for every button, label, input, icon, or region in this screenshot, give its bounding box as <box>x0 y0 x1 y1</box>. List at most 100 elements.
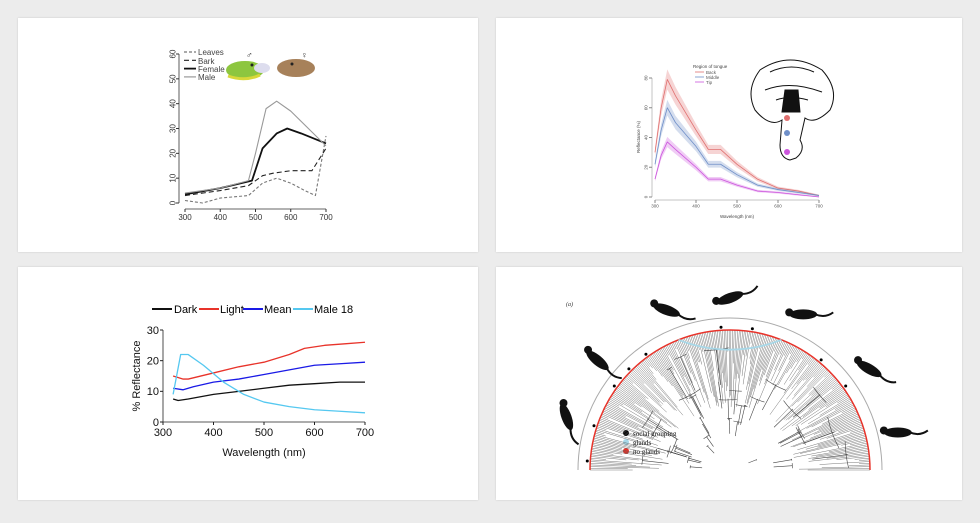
x-tick-label: 400 <box>204 427 222 439</box>
tree-branch <box>592 442 623 449</box>
x-tick-label: 400 <box>692 204 700 209</box>
legend-label-leaves: Leaves <box>198 48 224 57</box>
no-glands-ring <box>589 329 871 471</box>
legend-label-middle: Middle <box>706 75 720 80</box>
tree-branch <box>598 421 635 436</box>
tree-branch <box>593 439 631 449</box>
tree-branch <box>699 417 710 434</box>
tree-branch <box>821 466 870 468</box>
tree-branch <box>687 336 711 409</box>
tree-branch <box>631 370 645 384</box>
legend-label-bark: Bark <box>198 57 215 66</box>
tree-branch <box>800 394 848 425</box>
y-tick-label: 80 <box>643 75 648 81</box>
social-grouping-marker <box>612 384 616 388</box>
tree-branch <box>616 387 672 428</box>
y-axis-label: % Reflectance <box>131 341 143 412</box>
tree-branch <box>590 459 662 466</box>
lizard-silhouette-icon <box>879 426 929 438</box>
tree-branch <box>734 421 738 437</box>
tree-branch <box>606 404 653 430</box>
tree-branch <box>737 405 742 425</box>
y-tick-label: 0 <box>643 195 648 198</box>
y-tick-label: 40 <box>643 135 648 141</box>
tree-branch <box>843 451 869 455</box>
tree-branch <box>783 355 811 394</box>
tree-branch <box>620 381 679 429</box>
tree-branch <box>634 367 675 411</box>
x-tick-label: 400 <box>214 213 228 222</box>
tree-branch <box>595 429 662 450</box>
x-tick-label: 600 <box>305 427 323 439</box>
tree-branch <box>793 436 866 455</box>
tree-branch <box>792 409 857 441</box>
tree-branch <box>805 362 821 380</box>
tree-branch <box>761 384 777 411</box>
tree-branch <box>600 416 661 442</box>
tree-branch <box>612 394 664 428</box>
tree-branch <box>791 388 845 427</box>
tree-branch <box>797 429 865 451</box>
tree-branch <box>859 459 870 461</box>
tree-branch <box>625 376 634 384</box>
legend-label-mean: Mean <box>264 304 292 316</box>
tree-branch <box>790 345 795 355</box>
tree-branch <box>783 374 833 420</box>
tree-branch <box>774 347 798 390</box>
tree-branch <box>788 346 797 360</box>
tree-branch <box>750 331 754 344</box>
series-line-light <box>172 341 366 380</box>
tree-branch <box>636 365 677 412</box>
y-tick-label: 60 <box>643 105 648 111</box>
tree-branch <box>742 331 752 385</box>
tree-branch <box>778 344 792 371</box>
tree-branch <box>783 343 791 356</box>
tree-branch <box>825 392 848 408</box>
tree-branch <box>663 346 669 356</box>
tree-branch <box>632 369 665 403</box>
tree-branch <box>695 334 700 350</box>
tree-branch <box>613 391 655 420</box>
tree-branch <box>615 388 642 408</box>
tree-branch <box>745 333 762 404</box>
series-line-mean <box>173 361 366 391</box>
x-tick-label: 700 <box>319 213 333 222</box>
legend-label-no-glands: no glands <box>633 448 660 456</box>
tree-branch <box>698 333 704 352</box>
tree-branch <box>603 409 653 433</box>
panel-tongue-reflectance <box>496 18 962 252</box>
social-grouping-marker <box>750 327 754 331</box>
tree-branch <box>791 369 828 407</box>
chart-2: Region of tongue Back Middle Tip Wavelen… <box>636 59 835 219</box>
tree-branch <box>647 356 663 377</box>
tree-branch <box>718 381 723 409</box>
tree-branch <box>818 412 858 431</box>
tree-branch <box>590 461 632 465</box>
legend-label-male: Male <box>198 73 216 82</box>
tree-branch <box>592 441 658 456</box>
tree-branch <box>591 447 663 460</box>
tree-branch <box>596 428 641 443</box>
tree-branch <box>773 408 794 428</box>
tree-branch <box>778 348 800 385</box>
tree-branch <box>701 332 718 406</box>
tree-branch <box>668 344 685 377</box>
phylogeny-diagram: (a) social grouping glands no glands <box>559 285 929 471</box>
tree-branch <box>669 368 688 400</box>
y-tick-label: 0 <box>153 417 159 429</box>
lizard-silhouette-icon <box>854 356 897 384</box>
tree-branch <box>590 463 637 466</box>
outer-ring <box>577 317 883 471</box>
tree-branch <box>779 431 802 444</box>
tree-branch <box>813 365 824 378</box>
tree-branch <box>685 337 705 393</box>
tree-branch <box>796 350 804 362</box>
x-tick-label: 700 <box>815 204 823 209</box>
tree-branch <box>692 396 704 419</box>
chart-3: Wavelength (nm) % Reflectance Dark Light… <box>131 304 374 459</box>
tree-branch <box>597 423 643 440</box>
tree-branch <box>816 447 869 457</box>
tree-branch <box>836 456 870 460</box>
tree-branch <box>666 344 691 392</box>
